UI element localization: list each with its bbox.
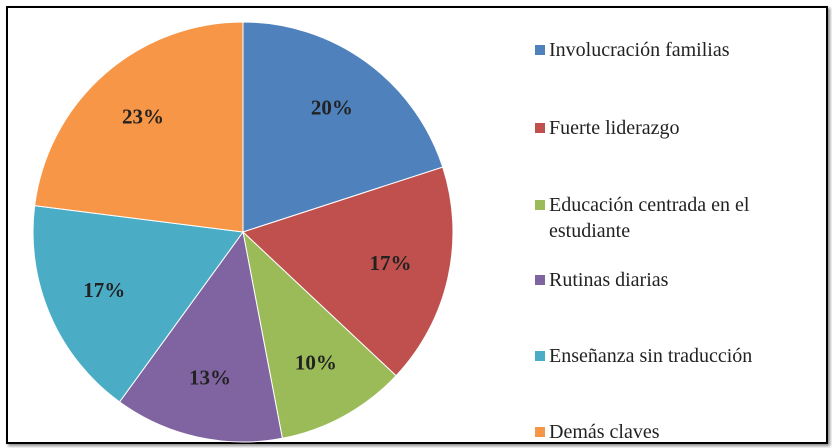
legend-item: Fuerte liderazgo <box>535 115 680 141</box>
pie-slice <box>242 21 444 233</box>
legend-swatch <box>535 200 545 210</box>
chart-frame <box>6 6 828 444</box>
legend-label: Demás claves <box>549 421 660 443</box>
data-label: 10% <box>295 350 337 374</box>
legend-label: Involucración familias <box>549 39 730 61</box>
legend-swatch <box>535 275 545 285</box>
legend-label: Enseñanza sin traducción <box>549 345 753 367</box>
data-label: 17% <box>83 278 125 302</box>
pie-slice <box>34 21 244 233</box>
legend-item: Demás claves <box>535 419 660 445</box>
pie-slice <box>242 230 397 439</box>
legend-swatch <box>535 351 545 361</box>
data-label: 17% <box>370 251 412 275</box>
legend-item: Educación centrada en el estudiante <box>535 192 830 244</box>
data-label: 13% <box>189 365 231 389</box>
pie-slice <box>118 230 283 443</box>
legend-label: Rutinas diarias <box>549 269 669 291</box>
legend-label: Educación centrada en el estudiante <box>549 194 750 242</box>
legend-swatch <box>535 45 545 55</box>
pie-slice <box>32 205 244 403</box>
legend-item: Involucración familias <box>535 37 730 63</box>
data-label: 20% <box>311 95 353 119</box>
pie-slice <box>242 166 454 377</box>
legend-swatch <box>535 427 545 437</box>
data-label: 23% <box>122 104 164 128</box>
legend-item: Enseñanza sin traducción <box>535 343 752 369</box>
legend-item: Rutinas diarias <box>535 267 668 293</box>
legend-label: Fuerte liderazgo <box>549 117 680 139</box>
legend-swatch <box>535 123 545 133</box>
